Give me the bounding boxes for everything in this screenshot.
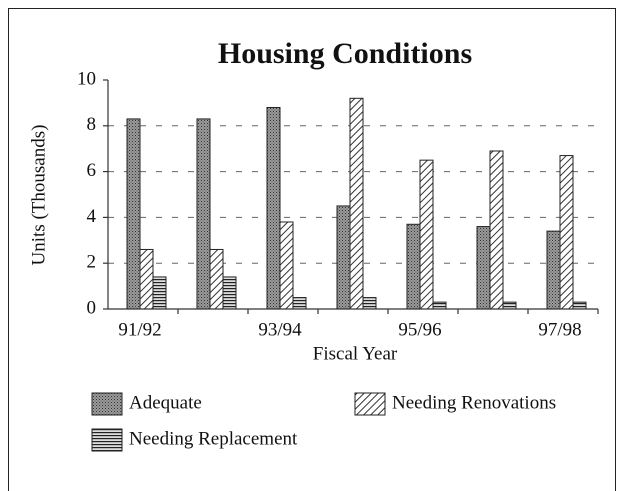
x-tick-label: 93/94	[258, 319, 302, 340]
bar	[432, 301, 447, 310]
bar	[362, 297, 377, 310]
x-axis-label: Fiscal Year	[313, 343, 398, 364]
bar	[559, 155, 574, 310]
y-axis-label: Units (Thousands)	[28, 125, 49, 266]
bar	[209, 248, 224, 310]
legend-swatch	[91, 428, 123, 452]
legend-label: Adequate	[129, 392, 202, 413]
bar	[419, 159, 434, 310]
bar	[196, 118, 211, 310]
y-tick-label: 6	[87, 160, 97, 181]
y-tick-label: 4	[87, 206, 97, 227]
bar	[546, 230, 561, 310]
y-tick-label: 0	[87, 297, 97, 318]
bar	[406, 223, 421, 310]
chart-title: Housing Conditions	[218, 37, 472, 70]
legend-swatch	[354, 392, 386, 416]
bar	[139, 248, 154, 310]
bar	[279, 221, 294, 310]
bar	[152, 276, 167, 310]
y-tick-label: 2	[87, 252, 97, 273]
bar	[336, 205, 351, 310]
y-tick-label: 8	[87, 114, 97, 135]
bar	[292, 297, 307, 310]
bar	[502, 301, 517, 310]
y-tick-label: 10	[77, 68, 96, 89]
x-tick-label: 97/98	[538, 319, 581, 340]
bar	[572, 301, 587, 310]
legend-label: Needing Replacement	[129, 428, 298, 449]
x-tick-label: 95/96	[398, 319, 441, 340]
frame	[8, 8, 616, 491]
bar	[266, 106, 281, 310]
bar	[222, 276, 237, 310]
bar	[476, 226, 491, 310]
bar	[489, 150, 504, 310]
x-tick-label: 91/92	[118, 319, 161, 340]
bar	[349, 97, 364, 310]
legend-label: Needing Renovations	[392, 392, 556, 413]
legend-swatch	[91, 392, 123, 416]
bar	[126, 118, 141, 310]
